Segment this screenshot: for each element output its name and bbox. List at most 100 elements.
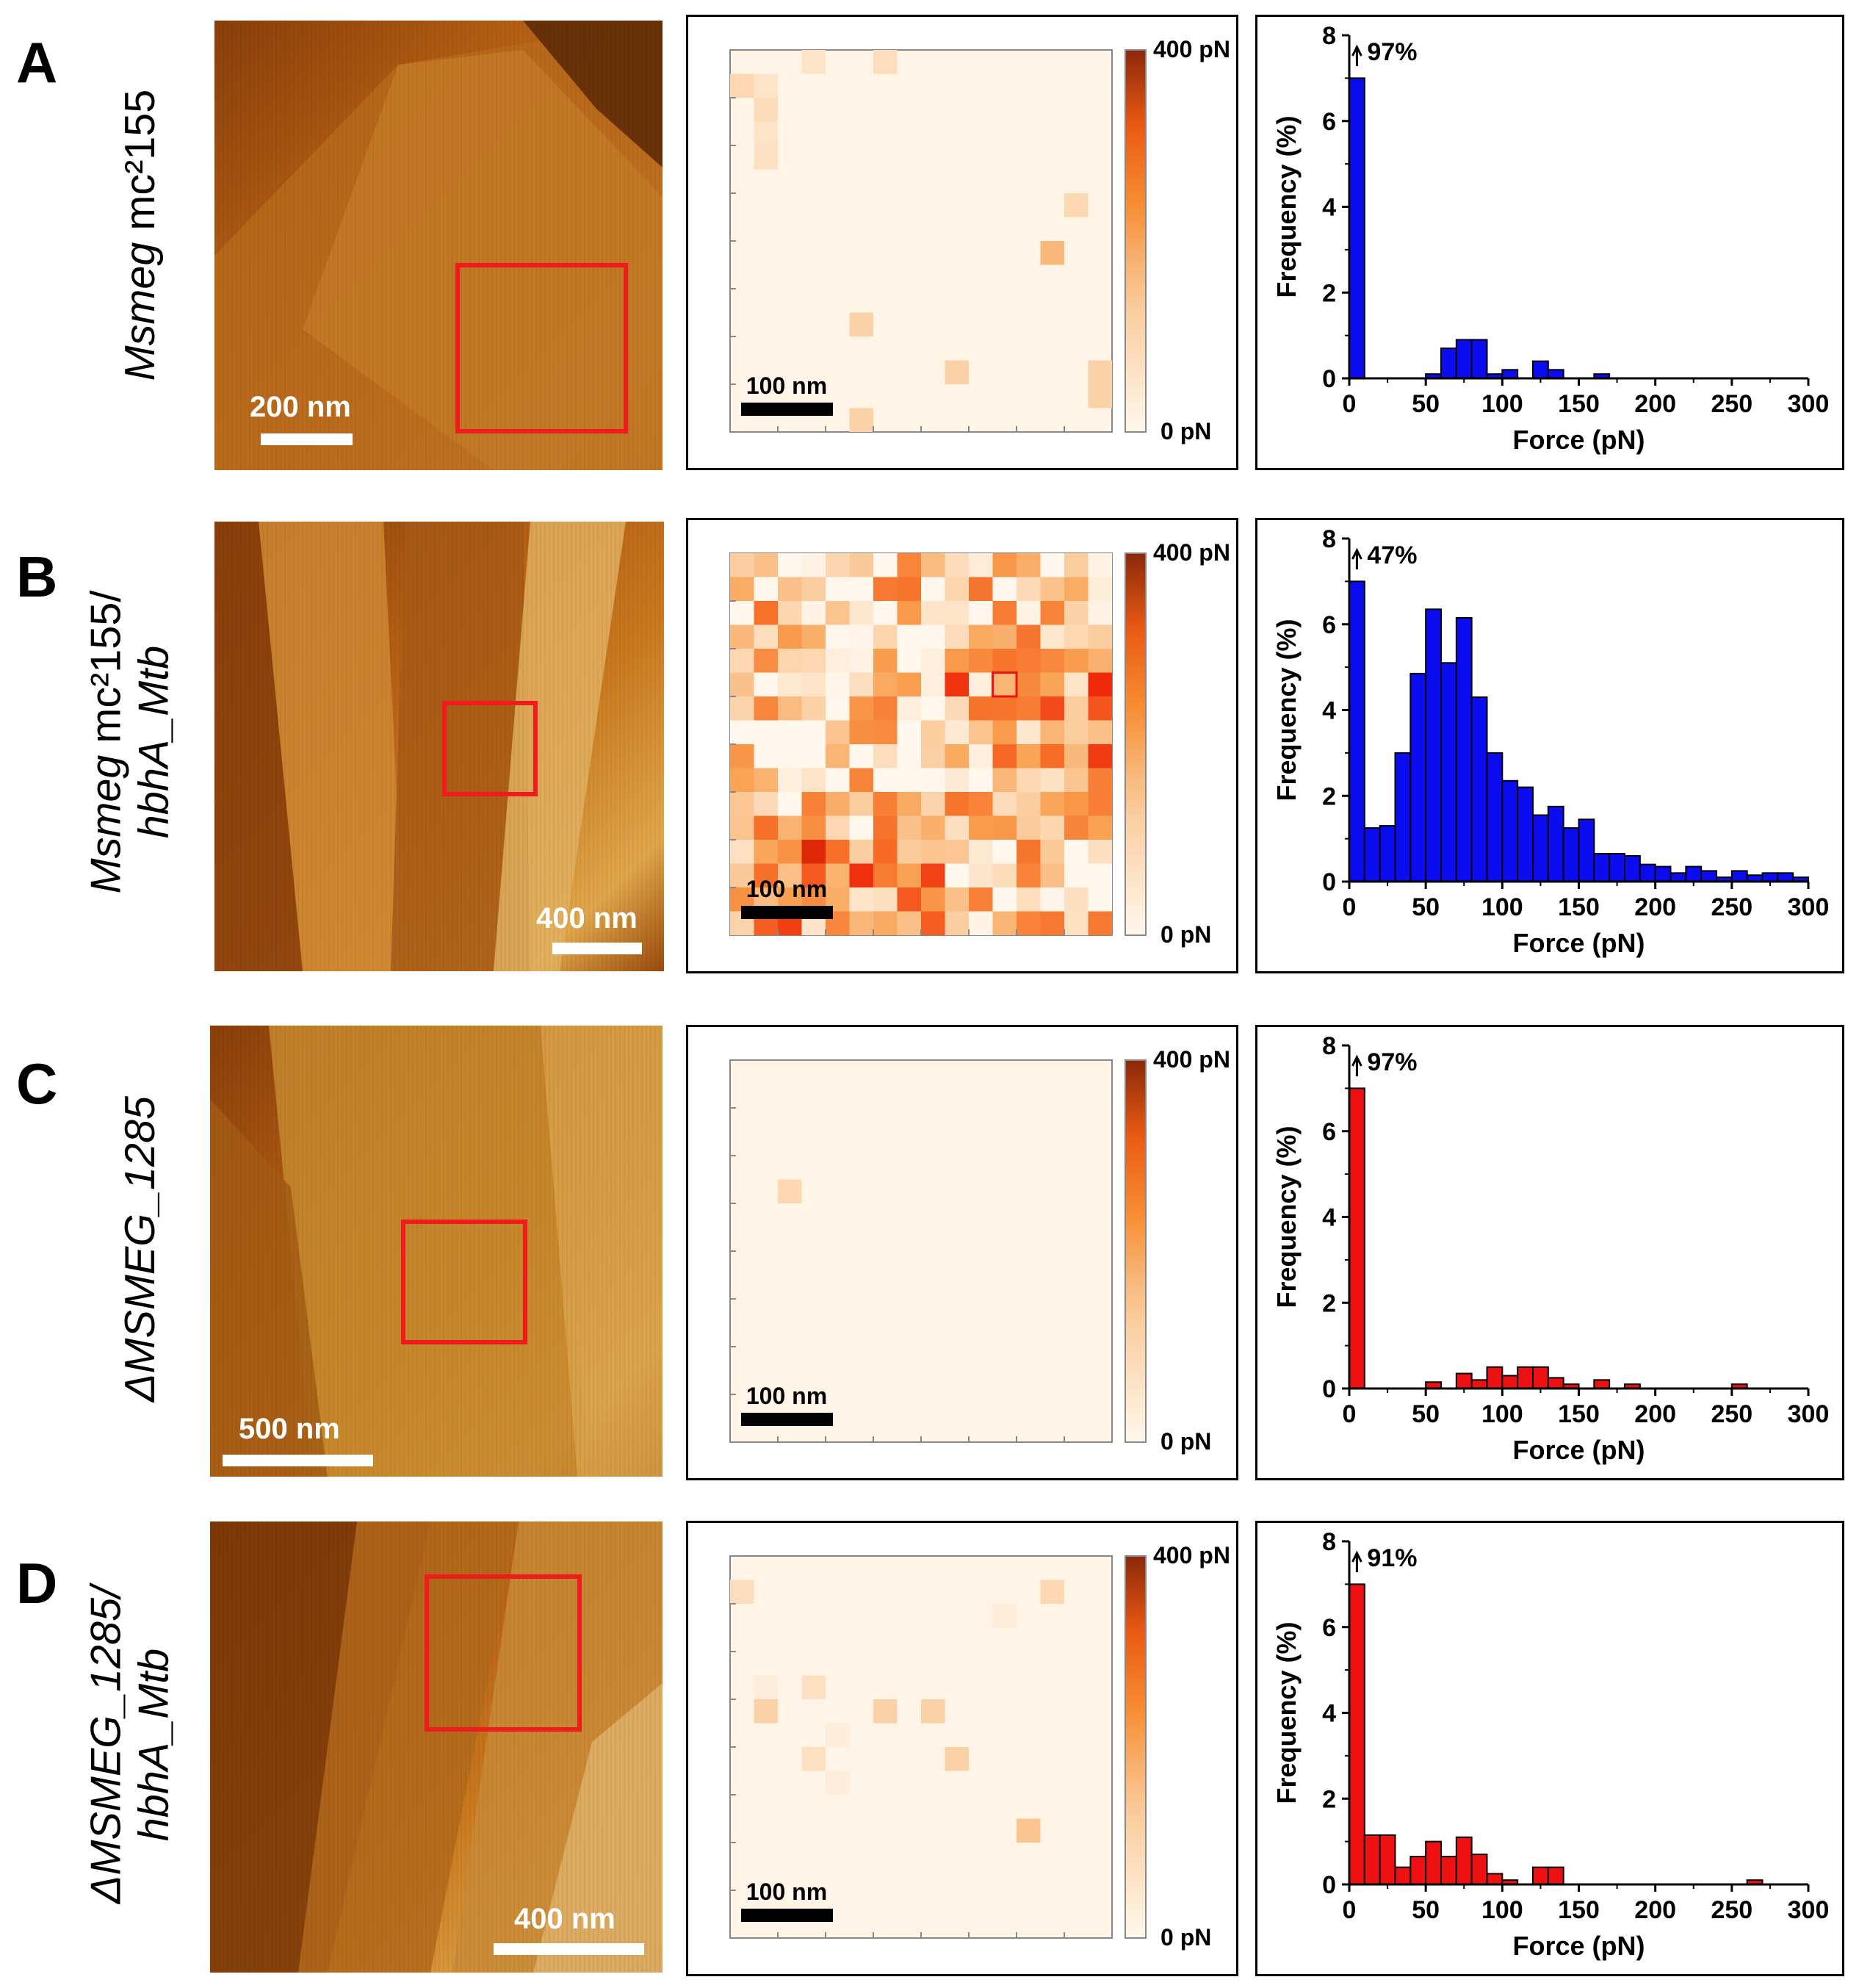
adhesion-pixel <box>801 720 826 744</box>
adhesion-pixel <box>1088 577 1112 601</box>
adhesion-pixel <box>730 577 754 601</box>
adhesion-pixel <box>801 1675 826 1699</box>
adhesion-pixel <box>754 553 778 577</box>
adhesion-pixel <box>778 649 802 673</box>
afm-cell-shape <box>523 21 663 168</box>
adhesion-pixel <box>873 815 898 840</box>
adhesion-pixel <box>778 768 802 792</box>
adhesion-pixel <box>992 672 1017 696</box>
adhesion-pixel <box>897 887 921 912</box>
strain-name-rest: mc²155/ <box>83 591 130 755</box>
histogram-bar <box>1440 1856 1457 1885</box>
adhesion-pixel <box>1017 601 1041 625</box>
afm-cell-shape <box>494 522 626 971</box>
adhesion-pixel <box>730 672 754 696</box>
x-tick-label: 50 <box>1412 1400 1440 1428</box>
adhesion-pixel <box>969 696 993 721</box>
adhesion-pixel <box>1040 863 1064 887</box>
adhesion-pixel <box>849 815 873 840</box>
adhesion-pixel <box>801 744 826 768</box>
adhesion-pixel <box>873 863 898 887</box>
adhesion-pixel <box>897 601 921 625</box>
adhesion-pixel <box>1017 696 1041 721</box>
adhesion-pixel <box>921 744 945 768</box>
adhesion-pixel <box>849 577 873 601</box>
afm-deflection-image: 200 nm <box>214 21 663 470</box>
adhesion-pixel <box>826 577 850 601</box>
y-tick-label: 4 <box>1322 697 1336 725</box>
adhesion-pixel <box>730 840 754 864</box>
x-tick-label: 200 <box>1634 390 1676 418</box>
adhesion-pixel <box>1088 649 1112 673</box>
y-tick-label: 0 <box>1322 1871 1336 1899</box>
afm-cell-shape <box>303 50 663 470</box>
afm-cell-shape <box>533 1683 663 1973</box>
adhesion-pixel <box>921 792 945 816</box>
adhesion-pixel <box>826 1723 850 1747</box>
adhesion-pixel <box>1040 577 1064 601</box>
histogram-bar <box>1777 872 1794 883</box>
x-axis-label: Force (pN) <box>1513 928 1645 958</box>
adhesion-pixel <box>801 840 826 864</box>
x-tick-label: 300 <box>1788 390 1830 418</box>
adhesion-pixel <box>826 768 850 792</box>
panel-row-b: B Msmeg mc²155/hbhA_Mtb 400 nm 100 nm 400 pN… <box>0 507 1859 977</box>
strain-label: Msmeg mc²155/hbhA_Mtb <box>73 551 198 933</box>
adhesion-pixel <box>754 863 778 887</box>
adhesion-pixel <box>849 840 873 864</box>
histogram-bar <box>1532 814 1549 882</box>
adhesion-pixel <box>873 649 898 673</box>
strain-name-italic: Msmeg <box>117 242 164 381</box>
histogram-bar <box>1379 1834 1396 1885</box>
afm-scale-bar <box>261 433 353 445</box>
adhesion-pixel <box>754 145 778 170</box>
adhesion-pixel <box>778 744 802 768</box>
adhesion-pixel <box>801 768 826 792</box>
adhesion-pixel <box>945 649 969 673</box>
adhesion-pixel <box>826 720 850 744</box>
panel-row-a: A Msmeg mc²155 200 nm 100 nm 400 pN 0 pN 0 50 10… <box>0 0 1859 470</box>
adhesion-pixel <box>921 577 945 601</box>
adhesion-pixel <box>754 1699 778 1724</box>
adhesion-pixel <box>826 696 850 721</box>
histogram-axes <box>1348 1045 1808 1390</box>
adhesion-pixel <box>969 649 993 673</box>
histogram-bar <box>1730 870 1748 882</box>
histogram-bar <box>1578 818 1595 883</box>
afm-cell-shape <box>298 1521 519 1973</box>
adhesion-pixel <box>992 815 1017 840</box>
adhesion-pixel <box>1088 863 1112 887</box>
adhesion-pixel <box>1064 744 1089 768</box>
x-axis-label: Force (pN) <box>1513 1931 1645 1961</box>
adhesion-pixel <box>754 696 778 721</box>
adhesion-pixel <box>873 1699 898 1724</box>
adhesion-pixel <box>945 768 969 792</box>
x-tick-label: 100 <box>1481 893 1523 921</box>
adhesion-pixel <box>992 696 1017 721</box>
adhesion-pixel <box>921 624 945 649</box>
adhesion-pixel <box>921 887 945 912</box>
histogram-bar <box>1532 1366 1549 1389</box>
adhesion-pixel <box>992 911 1017 935</box>
force-histogram-panel: 0 50 100 150 200 250 300 0 2 4 6 8 Force (pN) Frequen… <box>1255 15 1844 470</box>
histogram-bar <box>1486 1366 1504 1389</box>
afm-cell-shape <box>391 522 530 971</box>
adhesion-map-panel: 100 nm 400 pN 0 pN <box>686 1025 1238 1480</box>
adhesion-pixel <box>849 768 873 792</box>
adhesion-pixel <box>730 1580 754 1604</box>
y-tick-label: 0 <box>1322 868 1336 896</box>
adhesion-pixel <box>826 672 850 696</box>
adhesion-pixel <box>1017 744 1041 768</box>
afm-cell-shape <box>541 1026 663 1477</box>
adhesion-pixel <box>897 624 921 649</box>
adhesion-pixel <box>754 601 778 625</box>
roi-square <box>425 1574 582 1732</box>
adhesion-pixel <box>945 553 969 577</box>
adhesion-pixel <box>730 649 754 673</box>
force-histogram-panel: 0 50 100 150 200 250 300 0 2 4 6 8 Force (pN) Frequen… <box>1255 1025 1844 1480</box>
histogram-bar <box>1547 369 1564 380</box>
adhesion-pixel <box>754 720 778 744</box>
y-tick-label: 6 <box>1322 108 1336 136</box>
adhesion-pixel <box>945 815 969 840</box>
overflow-arrow <box>1351 1054 1362 1076</box>
